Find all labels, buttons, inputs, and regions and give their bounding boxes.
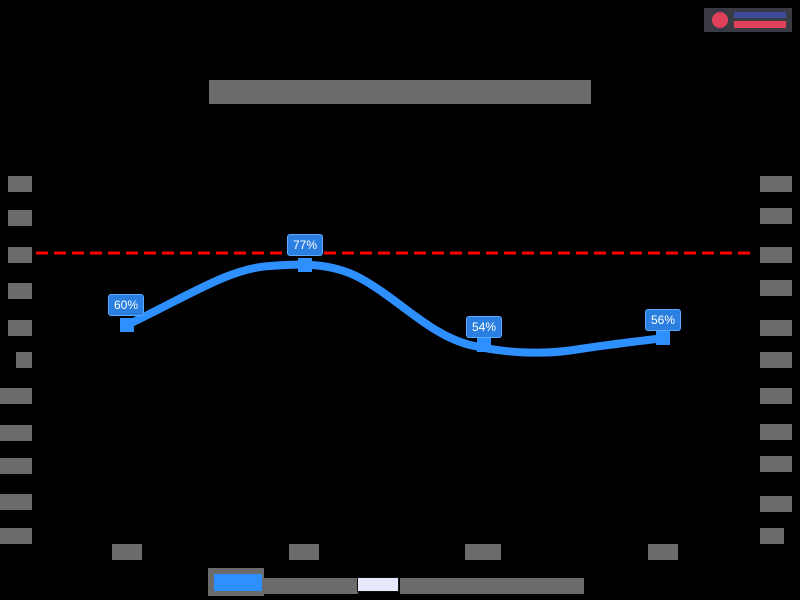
data-point[interactable] [656,331,670,345]
legend-swatch-series [214,574,262,591]
y-left-tick [8,210,32,226]
y-right-tick [760,320,792,336]
y-left-tick [0,425,32,441]
y-right-tick [760,280,792,296]
y-left-tick [16,352,32,368]
y-left-tick [8,247,32,263]
y-left-tick [0,388,32,404]
y-left-tick [8,283,32,299]
y-left-tick [0,458,32,474]
legend [208,568,584,596]
data-label: 77% [287,234,324,256]
data-point[interactable] [298,258,312,272]
data-point[interactable] [477,338,491,352]
y-left-tick [8,176,32,192]
y-right-tick [760,208,792,224]
x-category-label [648,544,678,560]
legend-label [264,578,358,594]
data-label: 56% [645,309,682,331]
x-category-label [112,544,142,560]
y-right-tick [760,247,792,263]
y-left-tick [8,320,32,336]
y-right-tick [760,352,792,368]
y-right-tick [760,176,792,192]
y-left-tick [0,494,32,510]
y-right-tick [760,528,784,544]
chart-title [209,80,591,104]
y-right-tick [760,496,792,512]
legend-swatch-box[interactable] [357,577,399,592]
legend-label [400,578,584,594]
y-right-tick [760,424,792,440]
logo-icon [712,12,728,28]
data-point[interactable] [120,318,134,332]
y-right-tick [760,388,792,404]
brand-logo [704,8,792,32]
x-category-label [465,544,501,560]
data-label: 54% [466,316,503,338]
logo-text-bottom [734,21,786,28]
y-right-tick [760,456,792,472]
y-left-tick [0,528,32,544]
series-line [123,260,667,357]
data-label: 60% [108,294,145,316]
x-category-label [289,544,319,560]
logo-text-top [734,12,786,18]
